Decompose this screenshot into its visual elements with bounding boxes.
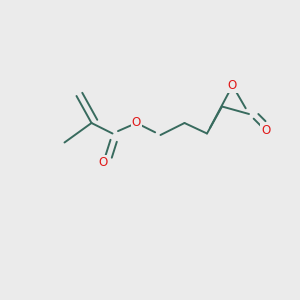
Text: O: O: [99, 155, 108, 169]
Text: O: O: [261, 124, 270, 137]
Text: O: O: [228, 79, 237, 92]
Text: O: O: [132, 116, 141, 130]
